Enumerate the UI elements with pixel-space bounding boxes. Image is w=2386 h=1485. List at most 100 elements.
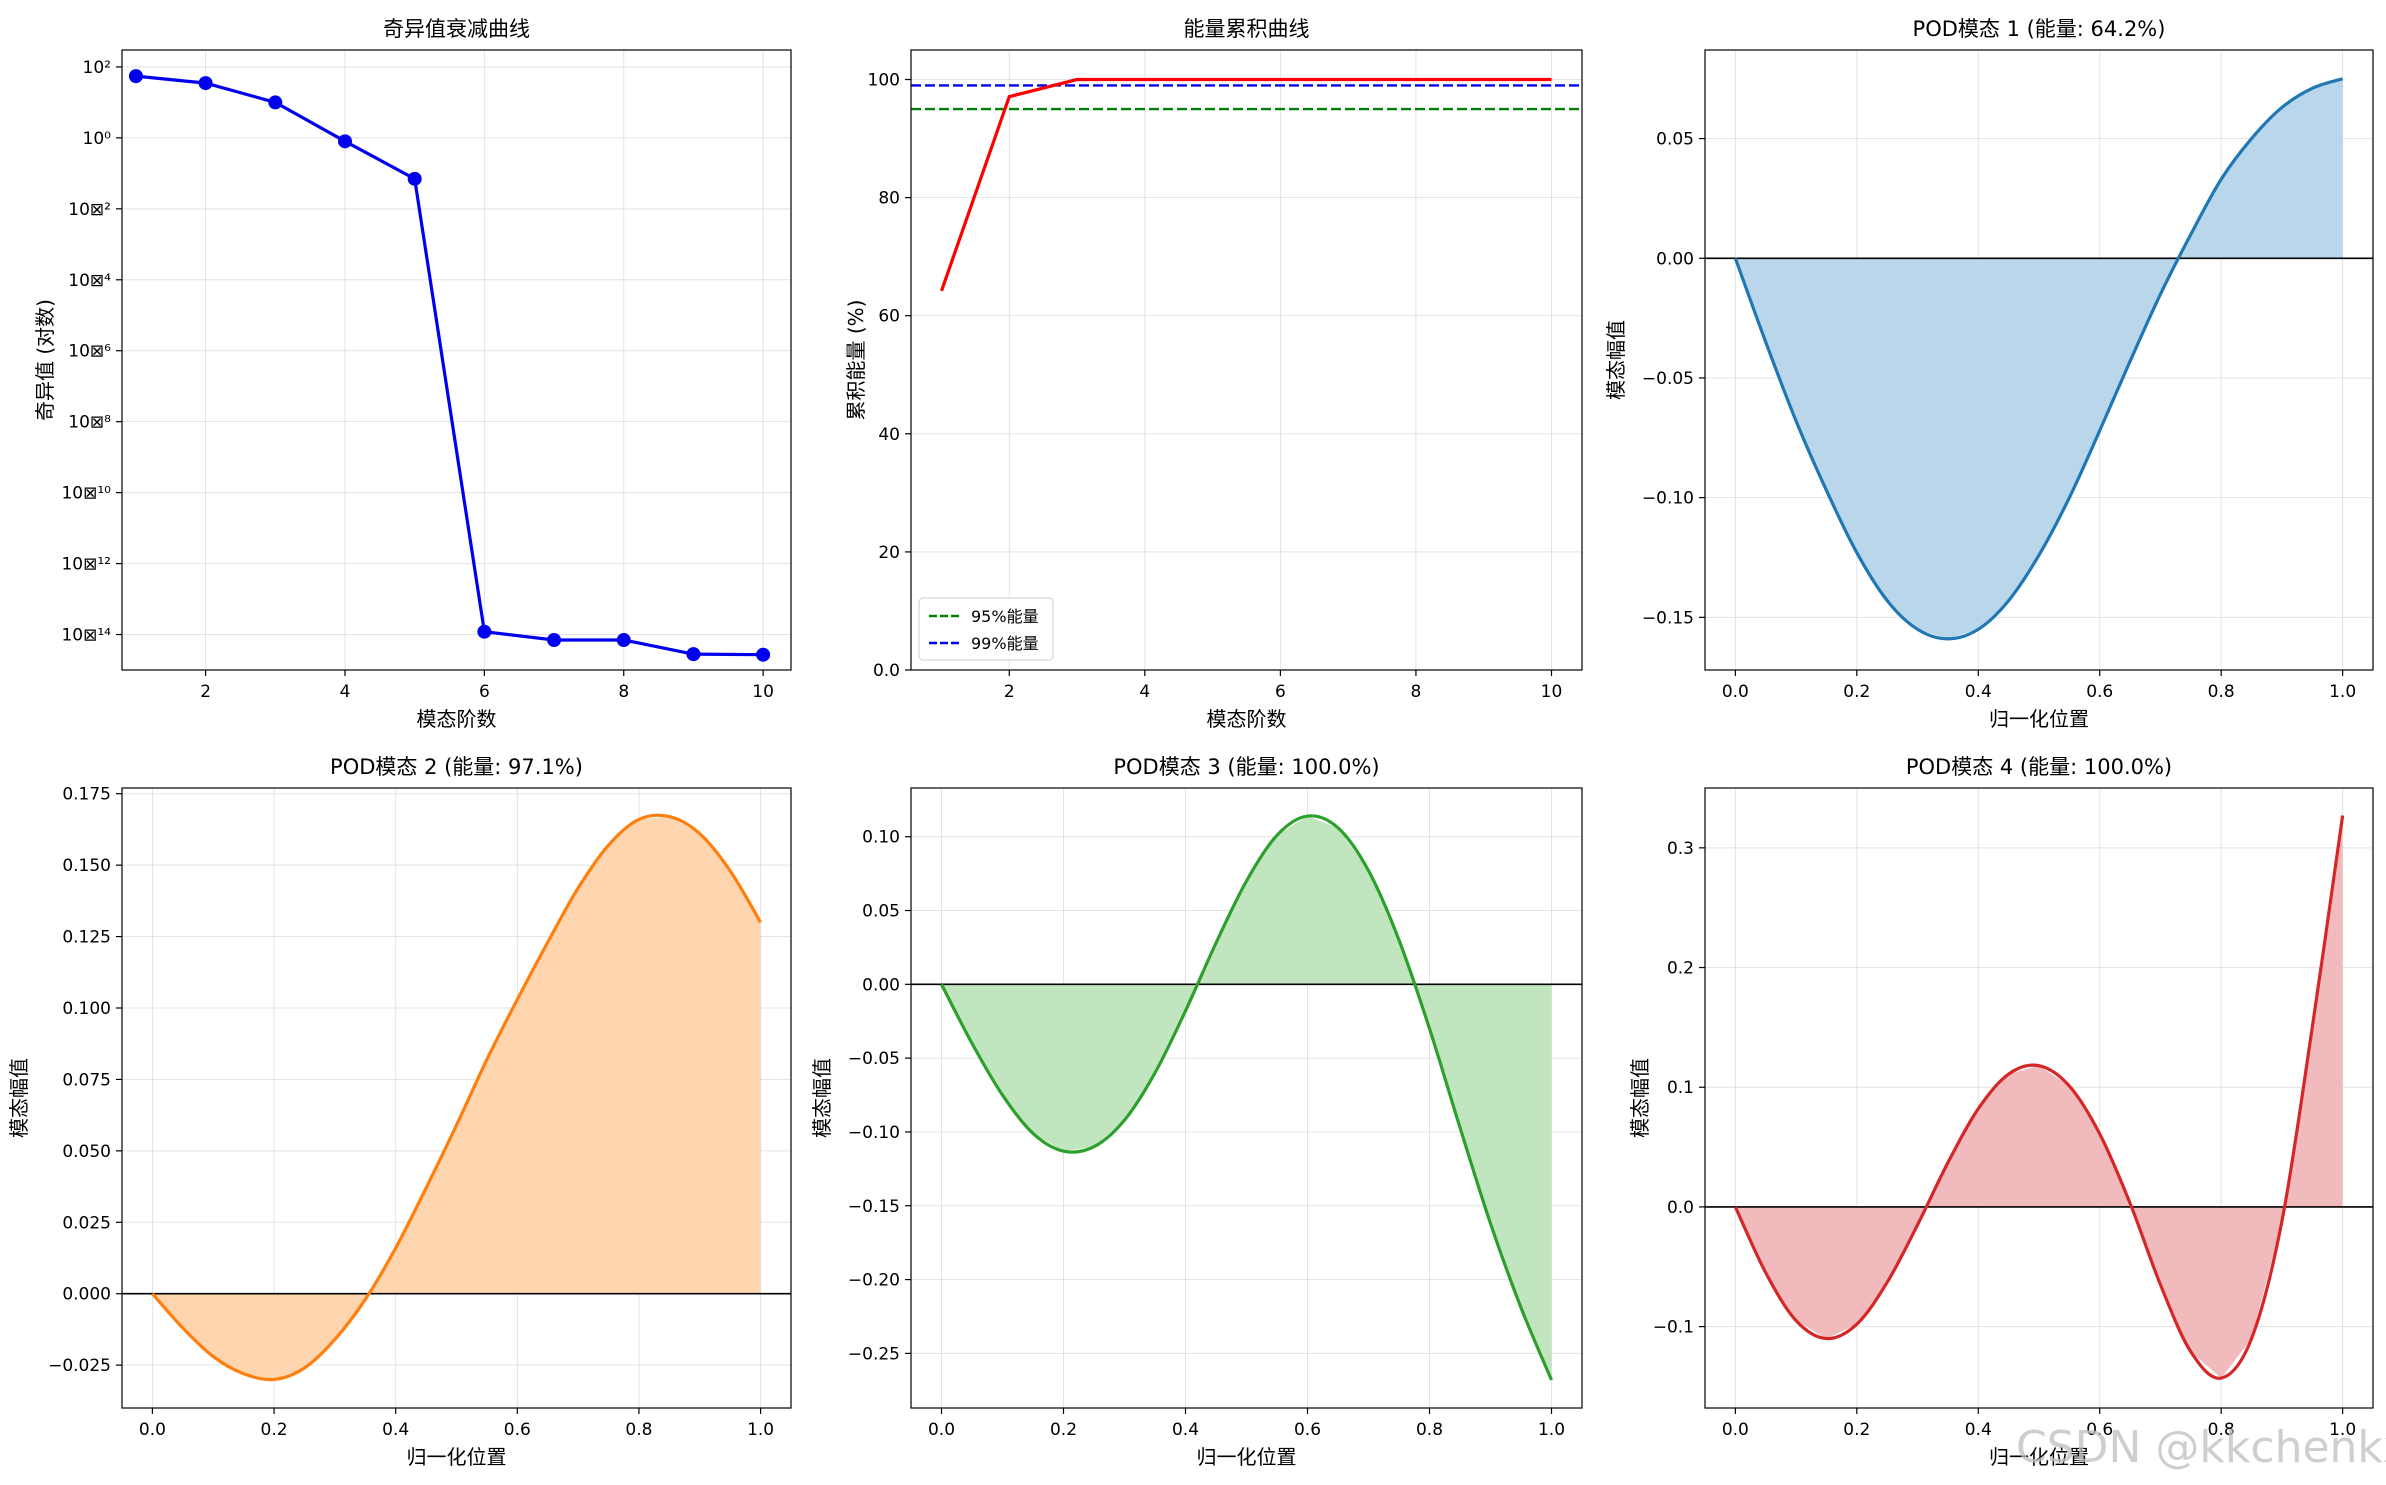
legend-label: 95%能量 bbox=[971, 607, 1039, 626]
x-tick-label: 0.2 bbox=[1843, 1420, 1870, 1440]
x-tick-label: 1.0 bbox=[2329, 682, 2356, 702]
x-tick-label: 10 bbox=[1541, 682, 1563, 702]
chart-title: POD模态 4 (能量: 100.0%) bbox=[1906, 755, 2172, 779]
x-axis-label: 归一化位置 bbox=[1989, 707, 2089, 731]
ticks: 0.0 0.2 0.4 0.6 0.8 1.0 −0.25 −0.20 −0.15 −0.10 −0… bbox=[848, 828, 1565, 1440]
x-tick-label: 8 bbox=[618, 682, 629, 702]
ticks: 0.0 0.2 0.4 0.6 0.8 1.0 −0.15 −0.10 −0.05 0.00 0.0… bbox=[1642, 130, 2356, 702]
y-tick-label: 0.0 bbox=[873, 661, 900, 681]
y-tick-label: 40 bbox=[878, 425, 900, 445]
watermark: CSDN @kkchenkx bbox=[2016, 1422, 2386, 1473]
y-tick-label: −0.05 bbox=[1642, 369, 1694, 389]
x-tick-label: 1.0 bbox=[1538, 1420, 1565, 1440]
plot-area bbox=[1705, 815, 2373, 1380]
axes-frame bbox=[910, 49, 1583, 671]
chart-6: 0.0 0.2 0.4 0.6 0.8 1.0 −0.1 0.0 0.1 0.2 0.3 POD模态 … bbox=[1628, 755, 2374, 1469]
x-tick-label: 0.6 bbox=[2086, 682, 2113, 702]
data-point bbox=[756, 647, 771, 662]
y-tick-label: −0.1 bbox=[1653, 1318, 1694, 1338]
y-tick-label: 80 bbox=[878, 189, 900, 209]
y-tick-label: 0.3 bbox=[1667, 839, 1694, 859]
ticks: 0.0 0.2 0.4 0.6 0.8 1.0 −0.025 0.000 0.025 0.050 0… bbox=[48, 785, 774, 1440]
x-tick-label: 0.4 bbox=[1172, 1420, 1199, 1440]
y-tick-label: 0.2 bbox=[1667, 959, 1694, 979]
x-tick-label: 4 bbox=[1139, 682, 1150, 702]
x-tick-label: 1.0 bbox=[2329, 1420, 2356, 1440]
x-tick-label: 1.0 bbox=[747, 1420, 774, 1440]
y-tick-label: −0.15 bbox=[1642, 608, 1694, 628]
data-point bbox=[198, 76, 213, 91]
x-tick-label: 0.8 bbox=[1416, 1420, 1443, 1440]
y-tick-label: 0.00 bbox=[862, 975, 900, 995]
y-tick-label: 10⊠¹² bbox=[61, 555, 111, 575]
chart-4: 0.0 0.2 0.4 0.6 0.8 1.0 −0.025 0.000 0.025 0.050 0… bbox=[7, 755, 792, 1469]
legend-label: 99%能量 bbox=[971, 634, 1039, 653]
y-axis-label: 奇异值 (对数) bbox=[33, 299, 57, 421]
y-tick-label: 10⊠¹⁰ bbox=[61, 484, 111, 504]
y-tick-label: −0.10 bbox=[848, 1123, 900, 1143]
mode-line bbox=[1733, 815, 2345, 1380]
x-axis-label: 归一化位置 bbox=[1989, 1445, 2089, 1469]
chart-title: POD模态 2 (能量: 97.1%) bbox=[330, 755, 583, 779]
legend-box bbox=[918, 597, 1054, 661]
y-tick-label: 0.050 bbox=[62, 1142, 111, 1162]
mode-fill bbox=[1735, 78, 2343, 639]
data-point bbox=[686, 647, 701, 662]
data-point bbox=[477, 624, 492, 639]
x-tick-label: 0.0 bbox=[139, 1420, 166, 1440]
chart-title: 奇异值衰减曲线 bbox=[383, 17, 530, 41]
y-tick-label: −0.025 bbox=[48, 1356, 111, 1376]
y-tick-label: 0.10 bbox=[862, 828, 900, 848]
plot-area bbox=[911, 77, 1582, 292]
mode-fill bbox=[152, 816, 761, 1380]
axes-frame bbox=[1704, 49, 2374, 671]
y-tick-label: 60 bbox=[878, 307, 900, 327]
y-tick-label: −0.10 bbox=[1642, 489, 1694, 509]
y-tick-label: 20 bbox=[878, 543, 900, 563]
plot-area bbox=[911, 814, 1582, 1381]
x-tick-label: 0.0 bbox=[1722, 1420, 1749, 1440]
plot-area bbox=[122, 813, 791, 1382]
y-tick-label: 0.00 bbox=[1656, 249, 1694, 269]
grid bbox=[911, 50, 1582, 671]
x-tick-label: 0.4 bbox=[382, 1420, 409, 1440]
series-line bbox=[135, 74, 764, 657]
x-tick-label: 6 bbox=[1275, 682, 1286, 702]
mode-fill bbox=[941, 816, 1552, 1380]
y-tick-label: 10⊠⁸ bbox=[68, 413, 111, 433]
y-tick-label: 0.150 bbox=[62, 856, 111, 876]
y-axis-label: 模态幅值 bbox=[1604, 320, 1628, 400]
ticks: 2 4 6 8 10 0.0 20 40 60 80 100 bbox=[868, 71, 1563, 702]
x-tick-label: 2 bbox=[1004, 682, 1015, 702]
y-tick-label: −0.20 bbox=[848, 1271, 900, 1291]
axes-frame bbox=[121, 49, 792, 671]
y-axis-label: 模态幅值 bbox=[1628, 1058, 1652, 1138]
chart-title: 能量累积曲线 bbox=[1184, 17, 1310, 41]
y-tick-label: 0.125 bbox=[62, 928, 111, 948]
data-point bbox=[128, 69, 143, 84]
data-point bbox=[407, 171, 422, 186]
y-tick-label: −0.15 bbox=[848, 1197, 900, 1217]
legend: 95%能量 99%能量 bbox=[918, 597, 1054, 661]
chart-1: 2 4 6 8 10 10² 10⁰ 10⊠² 10⊠⁴ 10⊠⁶ 10⊠⁸ 10⊠¹⁰ 10⊠¹² 10… bbox=[33, 17, 792, 731]
y-tick-label: 0.175 bbox=[62, 785, 111, 805]
chart-title: POD模态 3 (能量: 100.0%) bbox=[1113, 755, 1379, 779]
x-axis-label: 模态阶数 bbox=[417, 707, 497, 731]
y-tick-label: 10⊠² bbox=[68, 200, 111, 220]
ticks: 2 4 6 8 10 10² 10⁰ 10⊠² 10⊠⁴ 10⊠⁶ 10⊠⁸ 10⊠¹⁰ 10⊠¹² 10… bbox=[61, 58, 773, 702]
x-tick-label: 0.0 bbox=[1722, 682, 1749, 702]
mode-line bbox=[1733, 77, 2344, 641]
ticks: 0.0 0.2 0.4 0.6 0.8 1.0 −0.1 0.0 0.1 0.2 0.3 bbox=[1653, 839, 2356, 1440]
x-tick-label: 0.8 bbox=[2208, 682, 2235, 702]
axes-frame bbox=[121, 787, 792, 1409]
y-axis-label: 模态幅值 bbox=[810, 1058, 834, 1138]
chart-title: POD模态 1 (能量: 64.2%) bbox=[1913, 17, 2166, 41]
data-point bbox=[547, 633, 562, 648]
axes-frame bbox=[910, 787, 1583, 1409]
x-tick-label: 0.0 bbox=[928, 1420, 955, 1440]
x-tick-label: 0.2 bbox=[261, 1420, 288, 1440]
x-tick-label: 0.8 bbox=[625, 1420, 652, 1440]
chart-3: 0.0 0.2 0.4 0.6 0.8 1.0 −0.15 −0.10 −0.05 0.00 0.0… bbox=[1604, 17, 2374, 731]
x-tick-label: 0.8 bbox=[2208, 1420, 2235, 1440]
